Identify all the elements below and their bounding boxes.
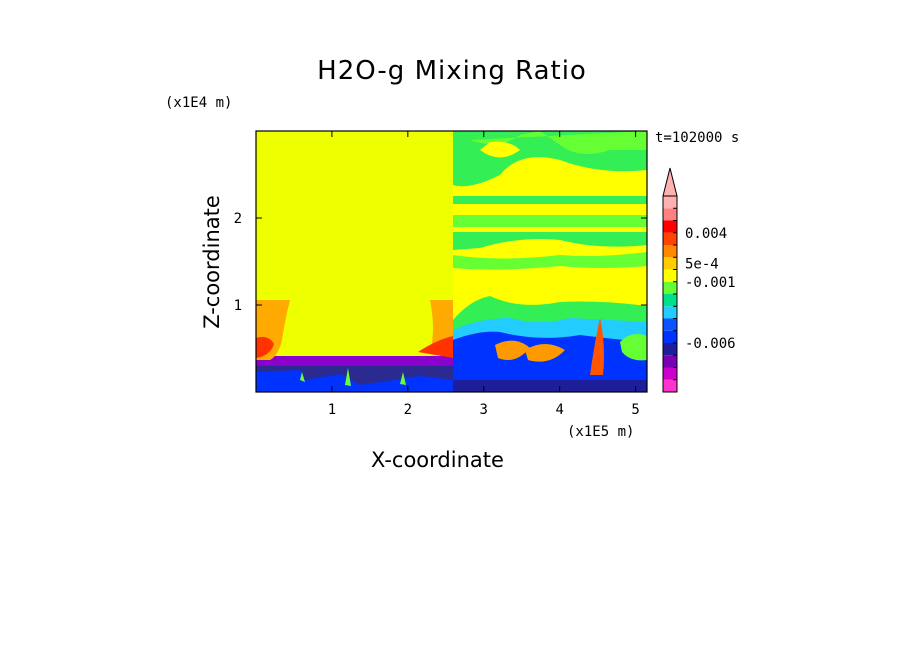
colorbar-segment [663, 232, 677, 245]
colorbar-extend-arrow [662, 167, 678, 197]
colorbar-segment [663, 306, 677, 319]
region-purple-band-left [256, 356, 453, 366]
region-orange-mid-cell [525, 344, 565, 362]
contour-field [256, 131, 647, 392]
region-green-patches [470, 131, 647, 154]
colorbar-segment [663, 343, 677, 356]
colorbar-tick-label: 0.004 [685, 226, 727, 242]
colorbar-segment [663, 294, 677, 307]
colorbar-segment [663, 208, 677, 221]
x-scale-label: (x1E5 m) [567, 424, 635, 440]
y-tick-label: 2 [234, 211, 242, 227]
region-yellow-island [480, 141, 520, 158]
region-red-right-edge [418, 336, 453, 358]
colorbar-segment [663, 367, 677, 380]
colorbar-segment [663, 220, 677, 233]
region-dark-blue-base-right [453, 380, 647, 392]
y-scale-label: (x1E4 m) [165, 95, 233, 111]
colorbar-segment [663, 281, 677, 294]
y-ticks: 12 [234, 211, 647, 314]
colorbar-segment [663, 379, 677, 392]
colorbar-segment [663, 257, 677, 270]
x-tick-label: 4 [555, 402, 563, 418]
colorbar-segment [663, 355, 677, 368]
colorbar: 0.004 5e-4 -0.001 -0.006 [662, 167, 736, 393]
plot-frame [255, 130, 648, 393]
x-tick-label: 3 [480, 402, 488, 418]
region-green-band-1 [453, 196, 647, 204]
x-tick-label: 5 [631, 402, 639, 418]
region-blue-streaks-left [256, 370, 453, 392]
x-ticks: 1 2 3 4 5 [328, 131, 640, 418]
time-label: t=102000 s [655, 130, 740, 146]
region-red-plume [590, 318, 604, 375]
colorbar-segment [663, 269, 677, 282]
colorbar-segment [663, 318, 677, 331]
colorbar-tick-label: -0.001 [685, 275, 736, 291]
region-green-band-3 [453, 232, 647, 250]
colorbar-tick-label: -0.006 [685, 336, 736, 352]
colorbar-segment [663, 245, 677, 258]
colorbar-segment [663, 196, 677, 209]
colorbar-segment [663, 330, 677, 343]
region-red-left-plume [256, 336, 274, 358]
x-tick-label: 1 [328, 402, 336, 418]
region-green-mid [453, 252, 647, 270]
region-left-background [256, 131, 453, 392]
x-tick-label: 2 [404, 402, 412, 418]
y-tick-label: 1 [234, 298, 242, 314]
x-axis-label: X-coordinate [371, 448, 504, 472]
region-orange-left-cell [495, 340, 530, 361]
chart-title: H2O-g Mixing Ratio [317, 56, 587, 86]
region-green-blob [620, 334, 647, 361]
region-green-band-2 [453, 215, 647, 227]
colorbar-tick-label: 5e-4 [685, 256, 719, 272]
